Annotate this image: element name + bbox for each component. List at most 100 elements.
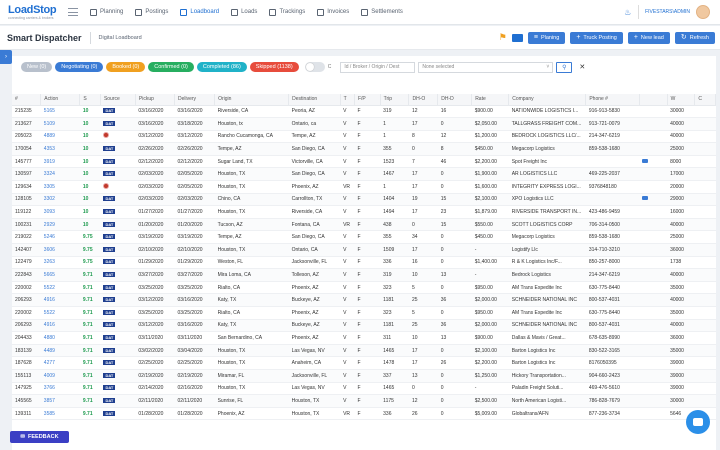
column-header[interactable]: Trip	[380, 94, 410, 106]
table-row[interactable]: 206293 4916 9.71 DAT 03/12/2020 03/16/2020 Kat…	[12, 293, 716, 307]
feedback-button[interactable]: ✉ FEEDBACK	[10, 431, 69, 443]
table-cell[interactable]: 4880	[40, 331, 80, 345]
table-cell[interactable]: 3302	[40, 193, 80, 207]
column-header[interactable]: Action	[40, 94, 81, 106]
table-cell[interactable]: 3857	[40, 394, 80, 408]
logo[interactable]: LoadStop connecting carriers & brokers	[0, 4, 60, 20]
table-cell[interactable]: 3093	[40, 205, 80, 219]
column-header[interactable]: Source	[100, 94, 136, 106]
table-row[interactable]: 204433 4880 9.71 DAT 03/11/2020 03/11/2020 San…	[12, 331, 716, 345]
nav-trackings[interactable]: Trackings	[269, 8, 305, 16]
table-row[interactable]: 145565 3857 9.71 DAT 02/11/2020 02/11/2020 Sun…	[12, 394, 716, 408]
table-row[interactable]: 128105 3302 10 DAT 02/03/2020 02/03/2020 Chino…	[12, 193, 716, 207]
table-row[interactable]: 100231 2929 10 DAT 01/20/2020 01/20/2020 Tucso…	[12, 218, 716, 232]
column-header[interactable]: DH-D	[437, 94, 473, 106]
column-header[interactable]: F/P	[354, 94, 381, 106]
filter-booked[interactable]: Booked (0)	[106, 62, 146, 72]
column-header[interactable]: Pickup	[135, 94, 175, 106]
table-cell[interactable]: 5246	[40, 230, 80, 245]
column-header[interactable]: Phone #	[585, 94, 640, 106]
table-row[interactable]: 142407 3606 9.75 DAT 02/10/2020 02/10/2020 Hou…	[12, 243, 716, 257]
column-header[interactable]: Origin	[214, 94, 290, 106]
menu-toggle-icon[interactable]	[68, 8, 78, 16]
table-cell[interactable]: 4277	[40, 356, 80, 370]
refresh-button[interactable]: ↻ Refresh	[674, 31, 715, 44]
table-row[interactable]: 206293 4916 9.71 DAT 03/12/2020 03/16/2020 Kat…	[12, 319, 716, 333]
filter-completed[interactable]: Completed (86)	[196, 62, 247, 72]
clear-button[interactable]: ✕	[575, 62, 589, 73]
mail-icon[interactable]	[642, 158, 649, 163]
table-row[interactable]: 147925 3766 9.71 DAT 02/14/2020 02/16/2020 Hou…	[12, 382, 716, 396]
table-cell[interactable]: 4009	[40, 369, 80, 383]
filter-new[interactable]: New (0)	[21, 62, 53, 72]
table-row[interactable]: 129634 3305 10 02/03/2020 02/05/2020 Houston,…	[12, 180, 716, 194]
truck-posting-button[interactable]: + Truck Posting	[570, 31, 623, 44]
column-header[interactable]: Rate	[471, 94, 510, 106]
nav-loadboard[interactable]: Loadboard	[180, 8, 219, 16]
mail-icon[interactable]	[511, 33, 523, 42]
table-row[interactable]: 220002 5522 9.71 DAT 03/25/2020 03/25/2020 Ria…	[12, 281, 716, 295]
table-cell[interactable]: 3919	[40, 155, 80, 169]
table-cell[interactable]: 4916	[40, 293, 80, 307]
table-row[interactable]: 122479 3263 9.75 DAT 01/29/2020 01/29/2020 Wes…	[12, 256, 716, 270]
table-cell[interactable]: 4916	[40, 319, 80, 333]
table-cell[interactable]: 4489	[40, 344, 80, 358]
table-cell[interactable]: 3766	[40, 382, 80, 396]
user-name[interactable]: FIVESTARS\ADMIN	[645, 9, 690, 15]
table-row[interactable]: 222843 5665 9.71 DAT 03/27/2020 03/27/2020 Mir…	[12, 268, 716, 282]
column-header[interactable]: Company	[508, 94, 587, 106]
filter-confirmed[interactable]: Confirmed (0)	[148, 62, 194, 72]
nav-loads[interactable]: Loads	[231, 8, 257, 16]
nav-invoices[interactable]: Invoices	[317, 8, 349, 16]
table-cell[interactable]: 3263	[40, 256, 80, 270]
table-row[interactable]: 220002 5522 9.71 DAT 03/25/2020 03/25/2020 Ria…	[12, 306, 716, 320]
nav-planning[interactable]: Planning	[90, 8, 123, 16]
filter-negotiating[interactable]: Negotiating (0)	[55, 62, 104, 72]
toggle-switch[interactable]	[304, 62, 325, 72]
nav-postings[interactable]: Postings	[135, 8, 168, 16]
mail-icon[interactable]	[642, 196, 649, 201]
search-input[interactable]: Id / Broker / Origin / Dest	[340, 61, 416, 73]
search-button[interactable]: ⚲	[556, 61, 573, 73]
column-header[interactable]	[639, 94, 668, 106]
table-cell[interactable]: 4353	[40, 142, 80, 156]
status-select[interactable]: None selected ˅	[418, 61, 554, 73]
nav-settlements[interactable]: Settlements	[361, 8, 403, 16]
column-header[interactable]: S	[79, 94, 101, 106]
table-row[interactable]: 219022 5246 9.75 DAT 03/19/2020 03/19/2020 Tem…	[12, 230, 716, 245]
table-cell[interactable]: 3606	[40, 243, 80, 257]
table-cell[interactable]: 5522	[40, 306, 80, 320]
table-cell[interactable]: 3585	[40, 407, 80, 421]
table-cell[interactable]: 5165	[40, 105, 80, 119]
column-header[interactable]: Destination	[288, 94, 341, 106]
table-row[interactable]: 213627 5109 10 DAT 03/16/2020 03/18/2020 Houst…	[12, 117, 716, 131]
column-header[interactable]: T	[340, 94, 355, 106]
column-header[interactable]: DH-O	[408, 94, 439, 106]
column-header[interactable]: Delivery	[174, 94, 216, 106]
column-header[interactable]: C	[694, 94, 716, 106]
alert-bell-icon[interactable]: ⚑	[498, 32, 507, 42]
column-header[interactable]: #	[12, 94, 42, 106]
sidebar-expand-button[interactable]: ›	[0, 50, 12, 64]
chat-button[interactable]	[686, 410, 710, 434]
table-cell[interactable]: 5522	[40, 281, 80, 295]
table-row[interactable]: 145777 3919 10 DAT 02/12/2020 02/12/2020 Sugar…	[12, 155, 716, 169]
filter-skipped[interactable]: Skipped (1138)	[249, 62, 299, 72]
notification-bell-icon[interactable]: ♨	[624, 7, 632, 17]
table-row[interactable]: 119122 3093 10 DAT 01/27/2020 01/27/2020 Houst…	[12, 205, 716, 219]
table-row[interactable]: 183139 4489 9.71 DAT 03/02/2020 03/04/2020 Hou…	[12, 344, 716, 358]
table-row[interactable]: 139311 3585 9.71 DAT 01/28/2020 01/28/2020 Pho…	[12, 407, 716, 421]
column-header[interactable]: W	[667, 94, 696, 106]
table-row[interactable]: 170054 4353 10 DAT 02/26/2020 02/26/2020 Tempe…	[12, 142, 716, 156]
avatar[interactable]	[696, 5, 710, 19]
table-row[interactable]: 187628 4277 9.71 DAT 02/25/2020 02/25/2020 Hou…	[12, 356, 716, 370]
table-row[interactable]: 205023 4889 10 03/12/2020 03/12/2020 Rancho C…	[12, 130, 716, 144]
table-cell[interactable]: 4889	[40, 130, 80, 144]
table-cell[interactable]: 5109	[40, 117, 80, 131]
table-row[interactable]: 215235 5165 10 DAT 03/16/2020 03/16/2020 River…	[12, 105, 716, 119]
table-cell[interactable]: 3305	[40, 180, 80, 194]
planning-button[interactable]: ≡ Planing	[527, 31, 566, 44]
table-cell[interactable]: 2929	[40, 218, 80, 232]
table-cell[interactable]: 5665	[40, 268, 80, 282]
table-row[interactable]: 130597 3324 10 DAT 02/03/2020 02/05/2020 Houst…	[12, 167, 716, 182]
